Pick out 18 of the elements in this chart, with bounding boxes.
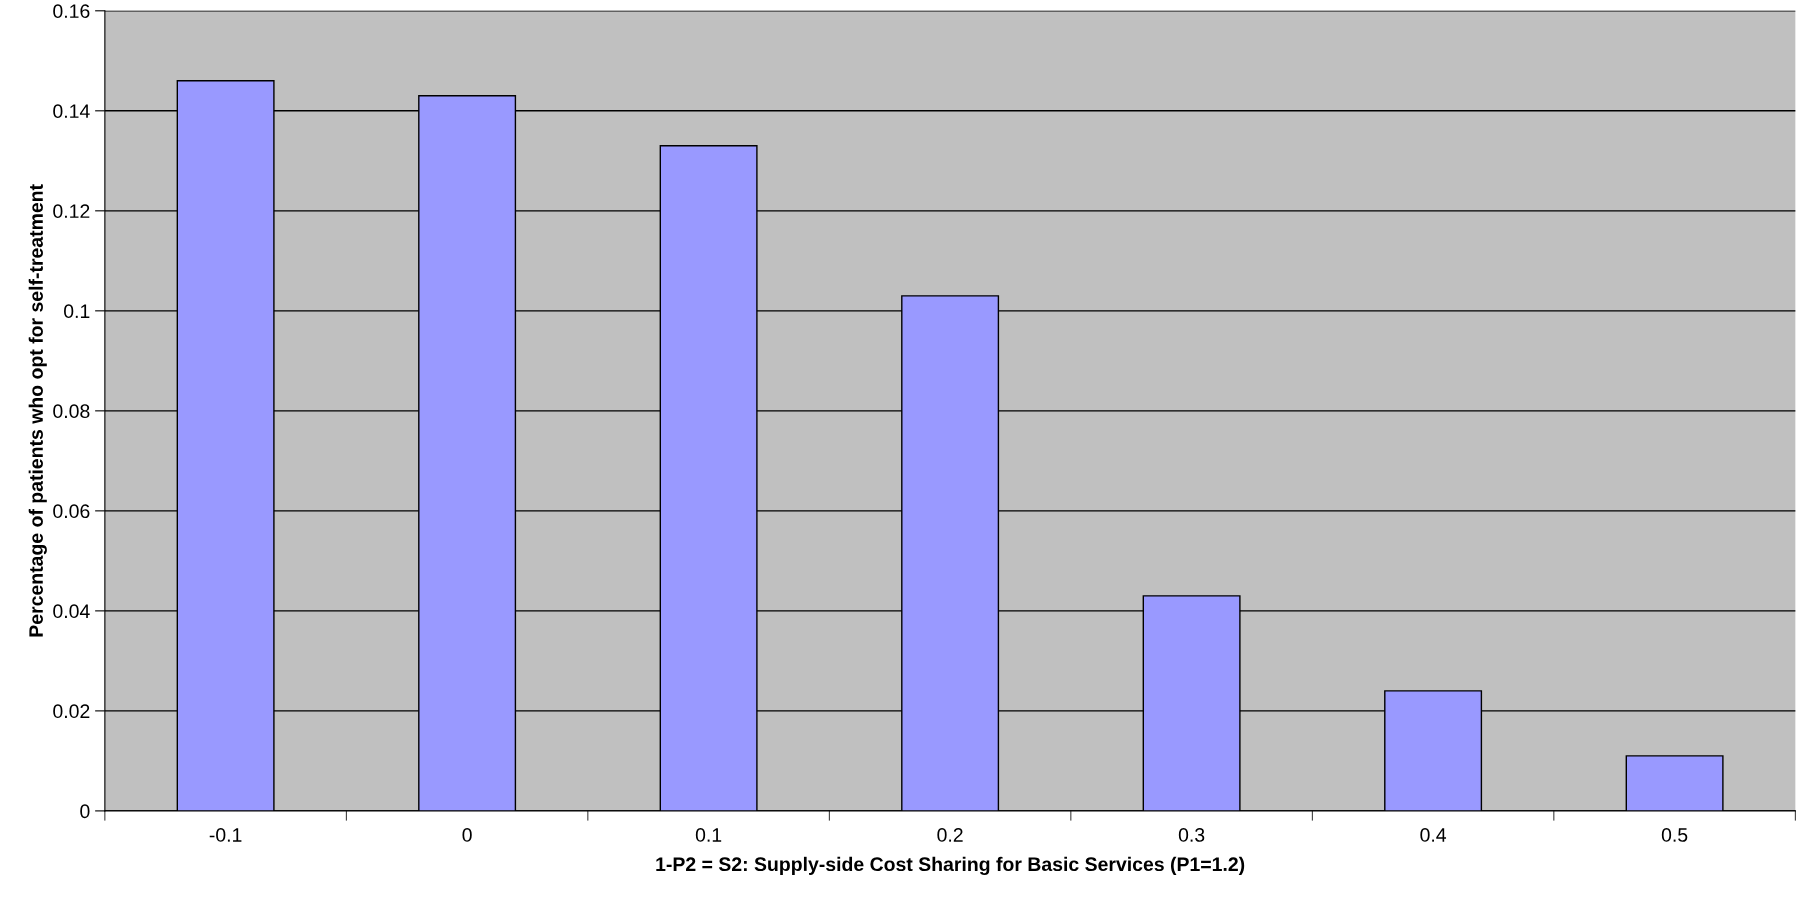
x-tick-label: -0.1 — [209, 828, 242, 842]
y-tick-label: 0.1 — [64, 304, 90, 319]
x-tick-label: 0 — [462, 828, 472, 842]
y-tick-label: 0.02 — [53, 704, 90, 719]
x-tick-label: 0.3 — [1178, 828, 1205, 842]
x-tick-label: 0.4 — [1420, 828, 1447, 842]
y-tick-label: 0.12 — [53, 204, 90, 219]
y-tick-label: 0.04 — [53, 604, 90, 619]
y-tick-label: 0.08 — [53, 404, 90, 419]
x-tick-label: 0.5 — [1661, 828, 1688, 842]
x-tick-label: 0.2 — [937, 828, 963, 842]
y-tick-label: 0.06 — [53, 504, 90, 519]
y-tick-label: 0.16 — [53, 4, 90, 19]
x-axis-title: 1-P2 = S2: Supply-side Cost Sharing for Basic Services (P1=1.2) — [656, 856, 1245, 876]
y-axis-title: Percentage of patients who opt for self-treatment — [28, 184, 47, 637]
x-tick-label: 0.1 — [695, 828, 722, 842]
y-tick-label: 0.14 — [53, 104, 90, 119]
y-tick-label: 0 — [80, 804, 90, 819]
